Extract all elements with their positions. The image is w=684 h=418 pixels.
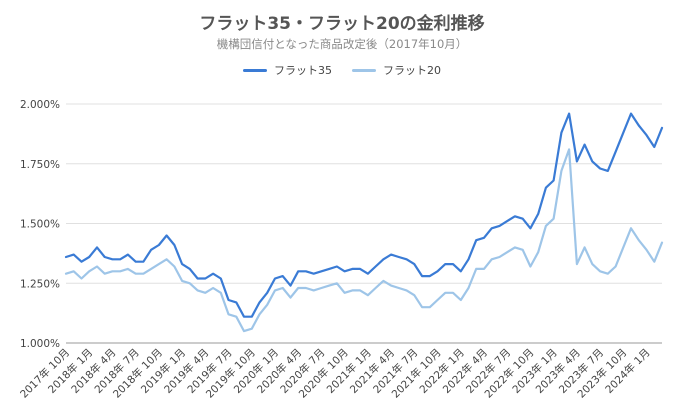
legend-swatch-flat35 bbox=[243, 68, 267, 72]
chart-subtitle: 機構団信付となった商品改定後（2017年10月） bbox=[216, 37, 468, 51]
chart-legend: フラット35 フラット20 bbox=[0, 62, 684, 78]
legend-item-flat35[interactable]: フラット35 bbox=[243, 62, 332, 78]
series-line-flat20 bbox=[64, 148, 664, 333]
legend-label-flat20: フラット20 bbox=[383, 64, 441, 77]
y-tick-label: 2.000% bbox=[20, 99, 60, 111]
y-tick-label: 1.000% bbox=[20, 338, 60, 350]
legend-item-flat20[interactable]: フラット20 bbox=[352, 62, 441, 78]
series-line-flat35 bbox=[64, 112, 664, 318]
legend-swatch-flat20 bbox=[352, 68, 376, 72]
y-tick-label: 1.750% bbox=[20, 159, 60, 171]
y-tick-label: 1.250% bbox=[20, 278, 60, 290]
y-tick-label: 1.500% bbox=[20, 219, 60, 231]
legend-label-flat35: フラット35 bbox=[274, 64, 332, 77]
chart-title: フラット35・フラット20の金利推移 bbox=[199, 14, 485, 34]
